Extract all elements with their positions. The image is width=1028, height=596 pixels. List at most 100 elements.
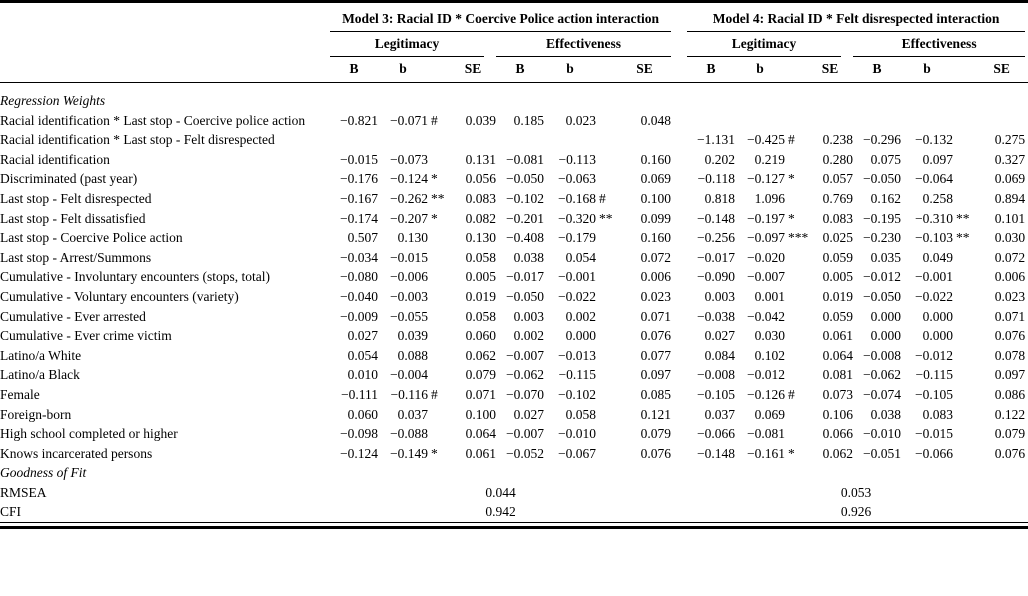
model3-value-B: 0.038 [513,249,544,265]
model3-value-B: −0.080 [340,269,378,285]
model3-value-b: 0.023 [565,112,596,128]
model3-sig-marker [596,444,618,464]
model4-value-b: 0.030 [754,328,786,344]
model4-value-B: 0.084 [704,347,736,363]
model4-value-B: 0.162 [870,190,902,206]
model3-value-B: −0.167 [340,190,378,206]
model4-sig-marker: * [788,210,795,226]
model3-value-B: −0.098 [340,426,378,442]
model4-value-b: −0.105 [915,386,954,402]
model3-value-B: 0.060 [347,406,378,422]
model4-fit-value: 0.926 [840,504,872,520]
model4-value-SE: 0.079 [994,426,1026,442]
model3-value-b: −0.168 [558,190,596,206]
model3-value-B: −0.102 [506,190,544,206]
model4-value-B: −0.074 [863,386,902,402]
table-row: Knows incarcerated persons −0.124 −0.149 * 0… [0,444,1028,464]
model3-value-SE: 0.097 [640,367,672,383]
model4-value-b: −0.197 [747,210,786,226]
model4-value-B: −0.118 [697,171,736,187]
model3-value-SE: 0.056 [465,171,496,187]
table-row: Last stop - Felt dissatisfied −0.174 −0.20… [0,209,1028,229]
model3-effectiveness-header: Effectiveness [496,32,672,57]
regression-results-table: Model 3: Racial ID * Coercive Police act… [0,0,1028,523]
model4-value-SE: 0.019 [822,288,854,304]
model3-value-B: −0.070 [506,386,544,402]
model4-sig-marker [953,248,975,268]
model4-value-b: −0.161 [747,445,786,461]
table-row: Last stop - Felt disrespected −0.167 −0.26… [0,189,1028,209]
model3-value-b: −0.001 [558,269,596,285]
model4-sig-marker [785,365,807,385]
row-label: CFI [0,504,22,520]
model4-value-B: 0.038 [870,406,902,422]
model4-value-B: −0.148 [697,210,736,226]
model4-value-SE: 0.059 [822,249,854,265]
section-row: Goodness of Fit [0,463,1028,483]
model3-sig-marker [596,267,618,287]
model3-sig-marker [428,405,450,425]
col-header-b: b [735,57,786,83]
model3-value-B: −0.821 [340,112,378,128]
model4-value-SE: 0.023 [994,288,1026,304]
model3-value-b: −0.073 [390,151,428,167]
corner-cell [0,57,330,83]
model4-value-SE: 0.072 [994,249,1026,265]
model-gap-spacer [671,365,687,385]
model4-value-B: −0.062 [863,367,902,383]
model3-value-b: −0.102 [558,386,596,402]
model3-sig-marker [596,130,618,150]
model3-value-b: −0.115 [558,367,597,383]
table-row: Foreign-born 0.060 0.037 0.100 0.027 0.058 0.1… [0,405,1028,425]
model3-value-b: −0.088 [390,426,428,442]
model-gap-spacer [671,385,687,405]
model4-value-SE: 0.059 [822,308,854,324]
corner-cell [0,2,330,33]
model4-value-SE: 0.081 [822,367,854,383]
col-header-B: B [330,57,378,83]
table-row: Female −0.111 −0.116 #0.071 −0.070 −0.102 0.08… [0,385,1028,405]
model3-sig-marker: # [431,112,438,128]
model3-value-SE: 0.077 [640,347,672,363]
model3-value-b: −0.010 [558,426,596,442]
model3-value-B: 0.002 [513,328,544,344]
model3-value-b: −0.149 [390,445,428,461]
sig-column-spacer [785,57,808,83]
model3-sig-marker [596,169,618,189]
row-label: Female [0,386,40,402]
model4-sig-marker: # [788,132,795,148]
col-header-B: B [687,57,736,83]
row-label: Knows incarcerated persons [0,445,153,461]
model3-value-B [496,130,544,150]
model4-sig-marker: ** [956,210,970,226]
model4-value-B: −0.066 [697,426,736,442]
model4-sig-marker [785,287,807,307]
row-label: Last stop - Coercive Police action [0,230,183,246]
model4-value-SE: 0.057 [822,171,854,187]
model-gap-spacer [671,405,687,425]
model-gap-spacer [671,307,687,327]
model4-value-b: −0.097 [747,230,786,246]
table-row: Cumulative - Ever crime victim 0.027 0.039… [0,326,1028,346]
model4-sig-marker [953,150,975,170]
model3-value-b: −0.071 [390,112,428,128]
model4-value-SE: 0.061 [822,328,854,344]
section-label: Goodness of Fit [0,465,87,481]
model4-sig-marker: * [788,171,795,187]
model4-value-b: −0.132 [915,132,954,148]
model4-sig-marker [785,424,807,444]
model3-sig-marker: # [599,190,606,206]
model3-sig-marker [428,267,450,287]
model4-value-B: −0.296 [863,132,902,148]
table-body: Regression Weights Racial identification … [0,83,1028,523]
model3-sig-marker [596,326,618,346]
model4-sig-marker [953,365,975,385]
row-label: Cumulative - Voluntary encounters (varie… [0,288,239,304]
model3-sig-marker [428,228,450,248]
model4-sig-marker [953,169,975,189]
model3-value-B [330,130,378,150]
model4-value-B: −0.050 [863,288,902,304]
model3-value-B: −0.007 [506,347,544,363]
model4-value-SE: 0.062 [822,445,854,461]
model4-value-b: −0.012 [747,367,786,383]
